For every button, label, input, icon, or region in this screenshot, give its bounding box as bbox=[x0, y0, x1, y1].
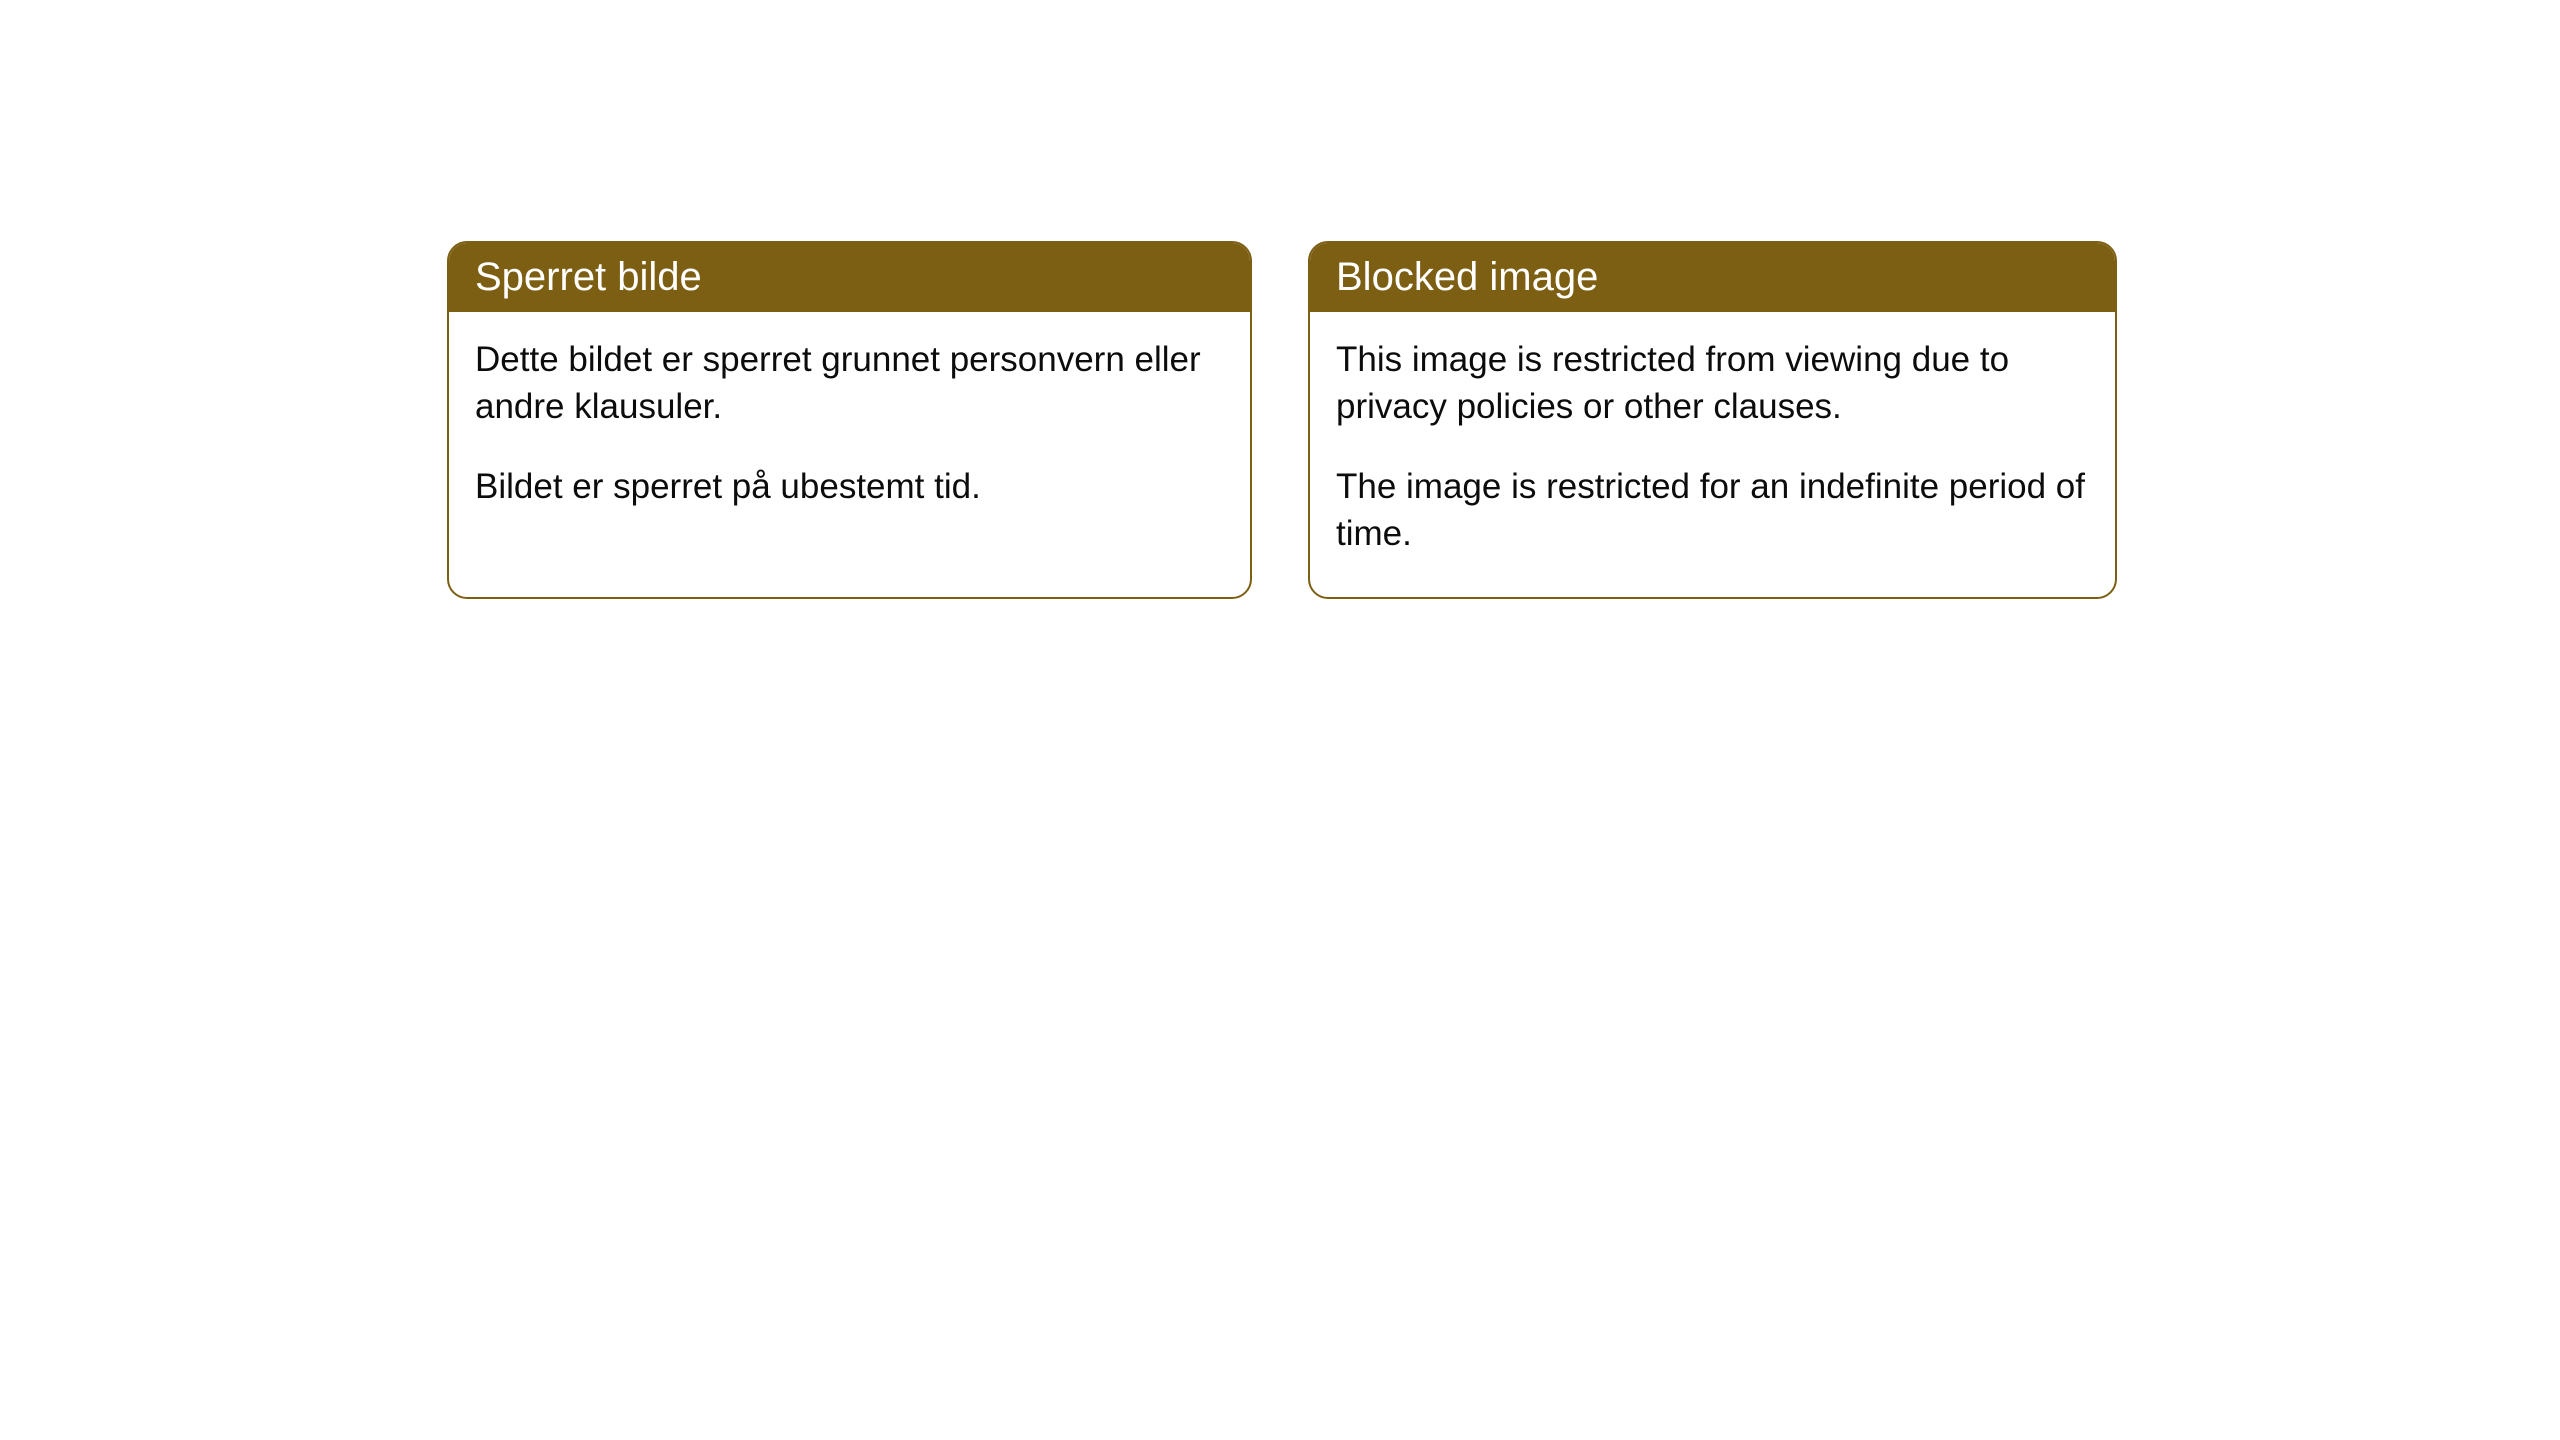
card-english-body: This image is restricted from viewing du… bbox=[1310, 312, 2115, 597]
cards-container: Sperret bilde Dette bildet er sperret gr… bbox=[447, 241, 2117, 599]
card-english-paragraph-2: The image is restricted for an indefinit… bbox=[1336, 463, 2089, 558]
card-norwegian-body: Dette bildet er sperret grunnet personve… bbox=[449, 312, 1250, 550]
card-norwegian-header: Sperret bilde bbox=[449, 243, 1250, 312]
card-norwegian-paragraph-2: Bildet er sperret på ubestemt tid. bbox=[475, 463, 1224, 510]
card-english-paragraph-1: This image is restricted from viewing du… bbox=[1336, 336, 2089, 431]
card-english-header: Blocked image bbox=[1310, 243, 2115, 312]
card-norwegian-paragraph-1: Dette bildet er sperret grunnet personve… bbox=[475, 336, 1224, 431]
card-norwegian-title: Sperret bilde bbox=[475, 255, 702, 299]
card-norwegian: Sperret bilde Dette bildet er sperret gr… bbox=[447, 241, 1252, 599]
card-english-title: Blocked image bbox=[1336, 255, 1598, 299]
card-english: Blocked image This image is restricted f… bbox=[1308, 241, 2117, 599]
